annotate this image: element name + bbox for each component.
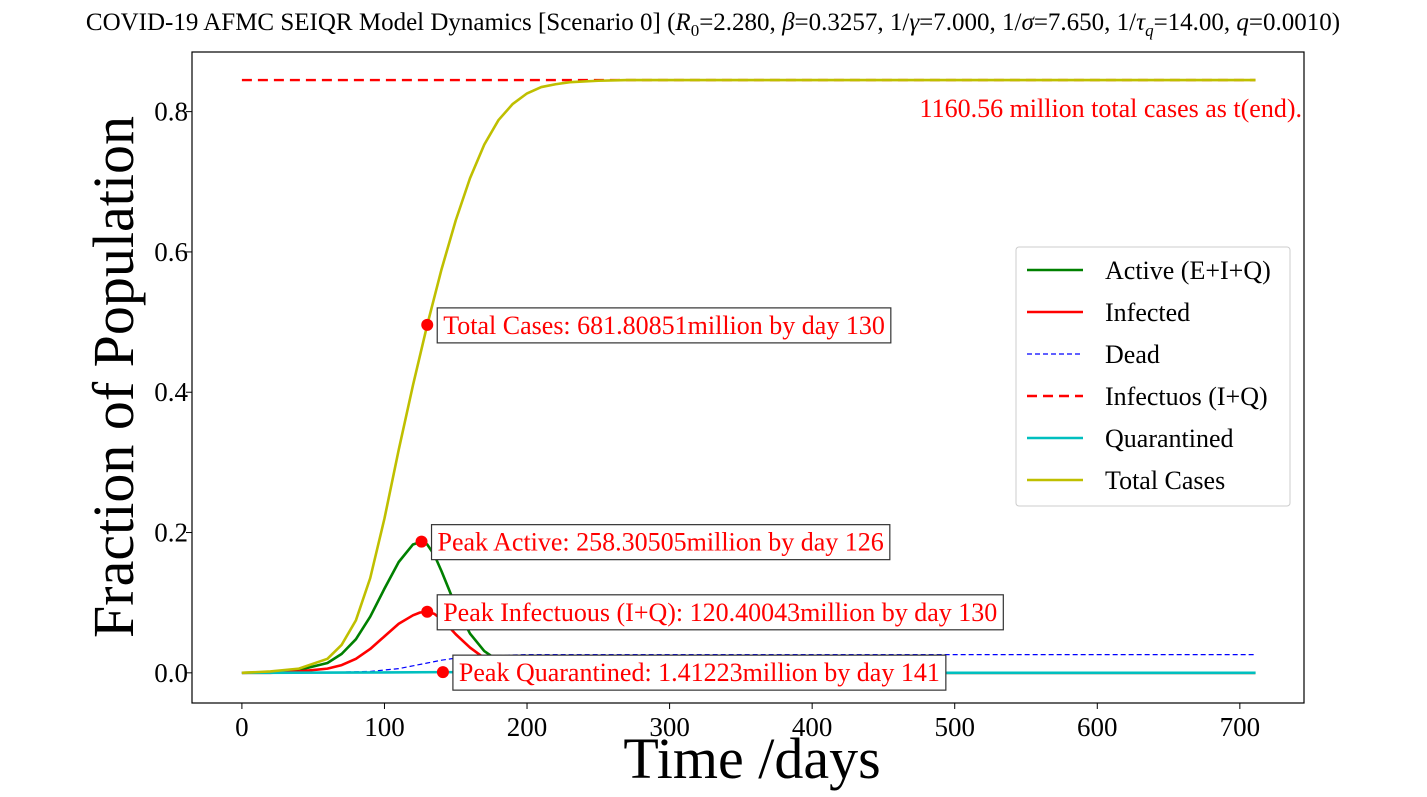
x-tick-label: 500: [934, 712, 975, 742]
legend-label-1: Active (E+I+Q): [1105, 256, 1271, 285]
x-axis-label: Time /days: [623, 726, 880, 791]
chart-title: COVID-19 AFMC SEIQR Model Dynamics [Scen…: [86, 9, 1340, 40]
x-tick-label: 700: [1220, 712, 1261, 742]
marker-layer: [415, 318, 449, 679]
legend-label-4: Infectuos (I+Q): [1105, 382, 1268, 411]
total-cases-annotation: Total Cases: 681.80851million by day 130: [443, 311, 885, 340]
y-axis-ticks: 0.0 0.2 0.4 0.6 0.8: [154, 97, 192, 688]
legend-label-5: Quarantined: [1105, 424, 1234, 453]
plot-frame: [191, 51, 1305, 704]
peak-active-marker: [415, 535, 428, 548]
peak-infectuous-annotation: Peak Infectuous (I+Q): 120.40043million …: [443, 598, 997, 627]
peak-quarantined-annotation: Peak Quarantined: 1.41223million by day …: [459, 658, 940, 687]
x-axis-ticks: 0 100 200 300 400 500 600 700: [235, 703, 1260, 742]
x-tick-label: 100: [364, 712, 405, 742]
peak-quarantined-annotation-box: [452, 654, 947, 691]
legend: Active (E+I+Q) Infected Dead Infectuos (I+Q…: [1015, 246, 1291, 507]
y-axis-label: Fraction of Population: [81, 116, 146, 638]
x-tick-label: 400: [792, 712, 833, 742]
legend-label-2: Infected: [1105, 298, 1190, 327]
total-end-annotation: 1160.56 million total cases as t(end).: [920, 94, 1302, 123]
total-cases-marker: [421, 318, 434, 331]
y-tick-label: 0.0: [154, 658, 188, 688]
peak-infectuous-annotation-box: [436, 594, 1004, 631]
x-tick-label: 0: [235, 712, 249, 742]
y-tick-label: 0.6: [154, 237, 188, 267]
annotation-layer: Total Cases: 681.80851million by day 130…: [430, 94, 1302, 691]
y-tick-label: 0.4: [154, 377, 188, 407]
y-tick-label: 0.8: [154, 97, 188, 127]
total-cases-annotation-box: [436, 307, 892, 344]
x-tick-label: 600: [1077, 712, 1118, 742]
peak-quarantined-marker: [436, 666, 449, 679]
x-tick-label: 200: [507, 712, 548, 742]
peak-active-annotation-box: [430, 524, 891, 561]
series-line-6: [241, 78, 1256, 675]
x-tick-label: 300: [649, 712, 690, 742]
legend-label-3: Dead: [1105, 340, 1160, 369]
legend-label-6: Total Cases: [1105, 466, 1225, 495]
peak-infectuous-marker: [421, 605, 434, 618]
legend-box: [1015, 246, 1291, 507]
y-tick-label: 0.2: [154, 518, 188, 548]
peak-active-annotation: Peak Active: 258.30505million by day 126: [438, 528, 884, 557]
